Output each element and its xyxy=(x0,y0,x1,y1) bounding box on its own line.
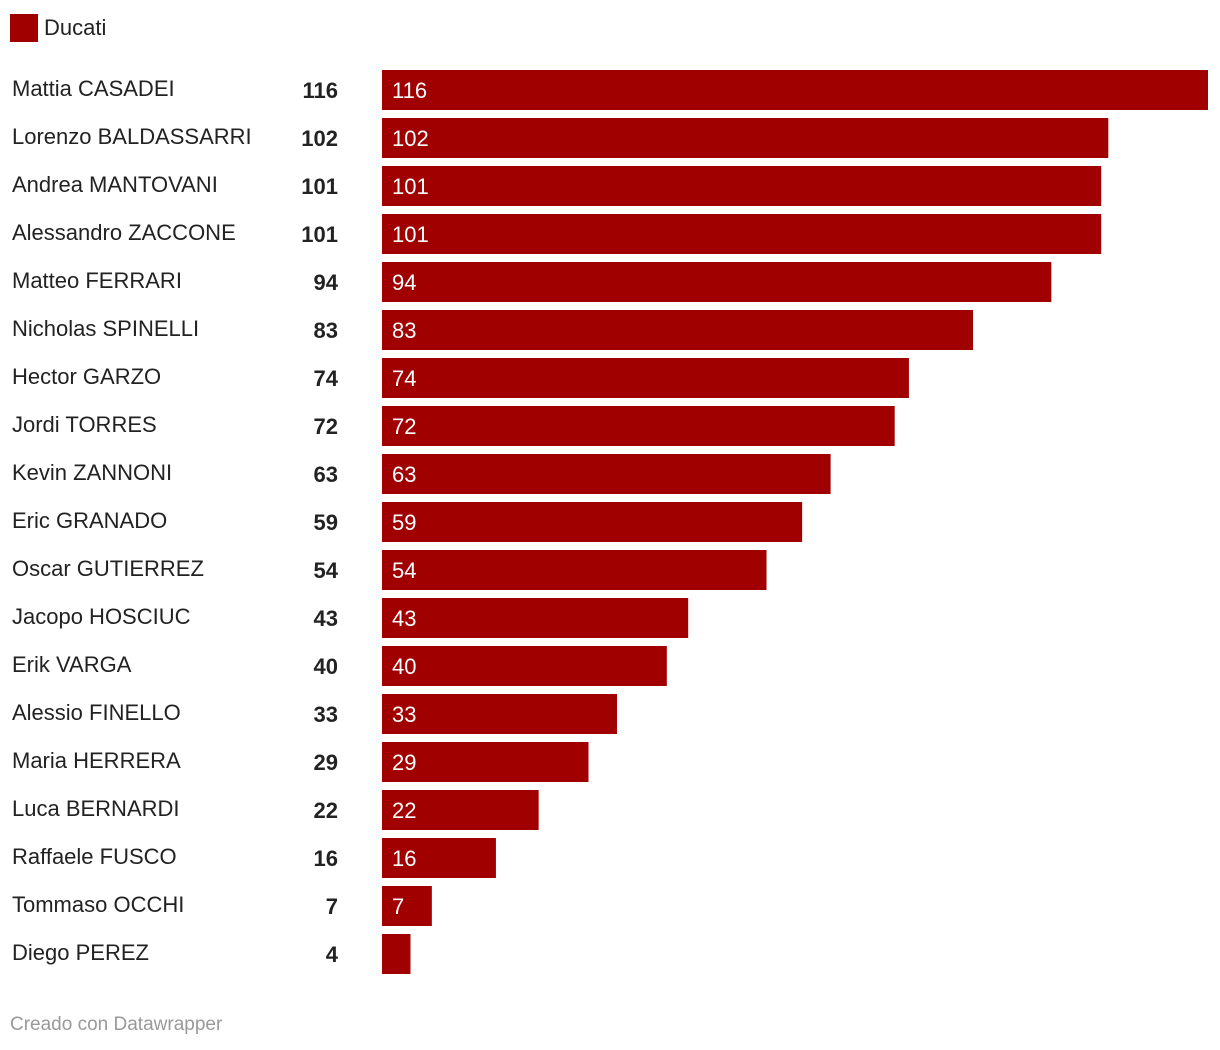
bar-data-label: 54 xyxy=(392,558,416,583)
value-label: 54 xyxy=(314,558,339,583)
bar-data-label: 74 xyxy=(392,366,416,391)
value-label: 16 xyxy=(314,846,338,871)
bar xyxy=(382,310,974,350)
bar xyxy=(382,598,689,638)
bar-data-label: 63 xyxy=(392,462,416,487)
bar xyxy=(382,790,539,830)
bar xyxy=(382,214,1102,254)
value-label: 33 xyxy=(314,702,338,727)
bar xyxy=(382,70,1208,110)
bar-data-label: 101 xyxy=(392,222,429,247)
category-label: Oscar GUTIERREZ xyxy=(12,556,204,581)
bar xyxy=(382,646,667,686)
bar-chart: Mattia CASADEI 116 116 Lorenzo BALDASSARRI 1… xyxy=(12,70,1208,974)
category-label: Alessandro ZACCONE xyxy=(12,220,236,245)
bar-data-label: 16 xyxy=(392,846,416,871)
bar-data-label: 43 xyxy=(392,606,416,631)
value-label: 72 xyxy=(314,414,338,439)
value-label: 40 xyxy=(314,654,338,679)
value-label: 101 xyxy=(301,222,338,247)
category-label: Jacopo HOSCIUC xyxy=(12,604,191,629)
bar xyxy=(382,454,831,494)
bar xyxy=(382,742,589,782)
category-label: Raffaele FUSCO xyxy=(12,844,177,869)
value-label: 116 xyxy=(303,78,339,103)
category-label: Eric GRANADO xyxy=(12,508,167,533)
category-label: Mattia CASADEI xyxy=(12,76,175,101)
bar-data-label: 22 xyxy=(392,798,416,823)
value-label: 59 xyxy=(314,510,338,535)
value-label: 63 xyxy=(314,462,338,487)
bar xyxy=(382,838,496,878)
bar-data-label: 59 xyxy=(392,510,416,535)
bar-data-label: 94 xyxy=(392,270,416,295)
bar xyxy=(382,694,617,734)
bar-data-label: 102 xyxy=(392,126,429,151)
bar xyxy=(382,934,411,974)
bar xyxy=(382,118,1109,158)
value-label: 4 xyxy=(326,942,339,967)
bar-data-label: 101 xyxy=(392,174,429,199)
bar xyxy=(382,358,909,398)
bar-data-label: 72 xyxy=(392,414,416,439)
footer-credit: Creado con Datawrapper xyxy=(10,1014,223,1035)
category-label: Kevin ZANNONI xyxy=(12,460,172,485)
bar xyxy=(382,406,895,446)
value-label: 102 xyxy=(301,126,338,151)
category-label: Matteo FERRARI xyxy=(12,268,182,293)
bar-data-label: 7 xyxy=(392,894,404,919)
bar xyxy=(382,166,1102,206)
bar-data-label: 116 xyxy=(392,78,427,103)
bar-data-label: 40 xyxy=(392,654,416,679)
category-label: Erik VARGA xyxy=(12,652,132,677)
category-label: Alessio FINELLO xyxy=(12,700,181,725)
bar xyxy=(382,550,767,590)
category-label: Hector GARZO xyxy=(12,364,161,389)
value-label: 43 xyxy=(314,606,338,631)
bar-data-label: 83 xyxy=(392,318,416,343)
bar-data-label: 33 xyxy=(392,702,416,727)
value-label: 101 xyxy=(301,174,338,199)
category-label: Lorenzo BALDASSARRI xyxy=(12,124,252,149)
bar-data-label: 29 xyxy=(392,750,416,775)
legend: Ducati xyxy=(10,14,106,42)
legend-swatch xyxy=(10,14,38,42)
value-label: 29 xyxy=(314,750,338,775)
category-label: Andrea MANTOVANI xyxy=(12,172,218,197)
bar xyxy=(382,502,803,542)
legend-label: Ducati xyxy=(44,15,107,40)
value-label: 83 xyxy=(314,318,338,343)
value-label: 74 xyxy=(314,366,339,391)
value-label: 7 xyxy=(326,894,338,919)
category-label: Nicholas SPINELLI xyxy=(12,316,199,341)
category-label: Diego PEREZ xyxy=(12,940,149,965)
category-label: Luca BERNARDI xyxy=(12,796,180,821)
value-label: 22 xyxy=(314,798,338,823)
value-label: 94 xyxy=(314,270,339,295)
category-label: Maria HERRERA xyxy=(12,748,181,773)
category-label: Jordi TORRES xyxy=(12,412,157,437)
category-label: Tommaso OCCHI xyxy=(12,892,184,917)
bar xyxy=(382,886,432,926)
bar xyxy=(382,262,1052,302)
